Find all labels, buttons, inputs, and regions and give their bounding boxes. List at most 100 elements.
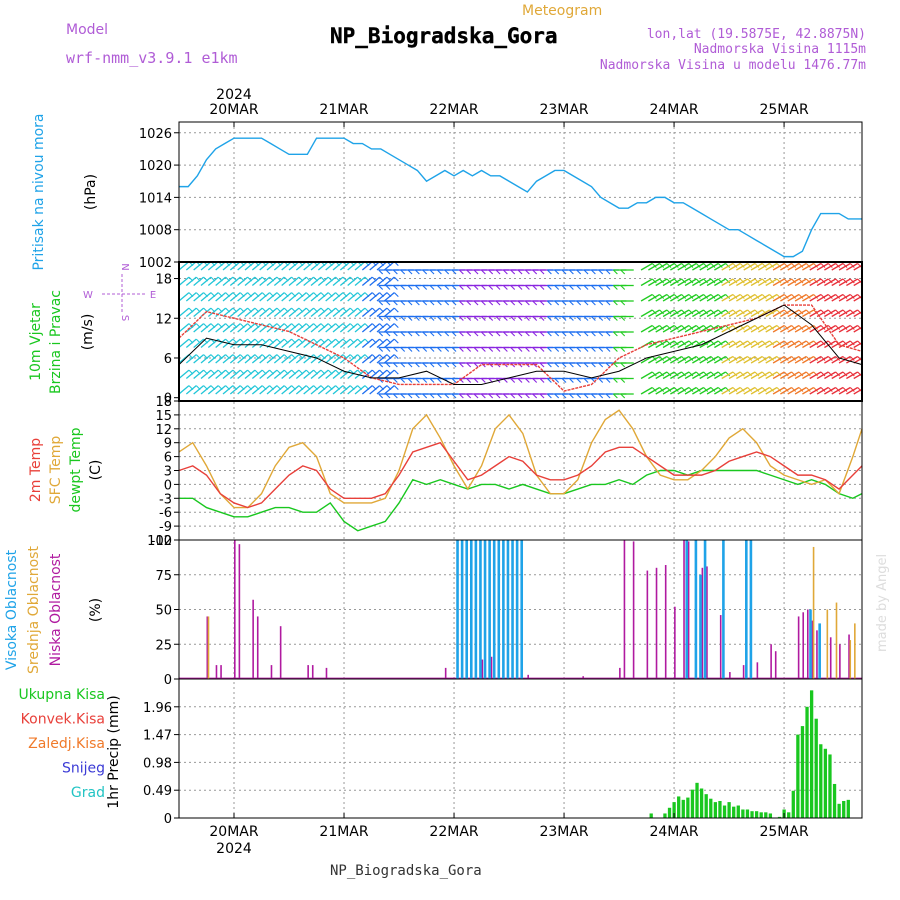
wind-barb xyxy=(831,262,844,271)
wind-barb-tick xyxy=(510,269,516,275)
wind-barb-tick xyxy=(651,294,657,299)
wind-barb-tick xyxy=(695,356,701,361)
wind-barb xyxy=(765,293,778,302)
wind-barb-tick xyxy=(510,378,516,383)
wind-barb-tick xyxy=(666,294,672,299)
wind-barb-tick xyxy=(576,347,582,352)
temp-line-sfc xyxy=(178,409,863,509)
wind-barb-tick xyxy=(783,278,789,284)
wind-barb xyxy=(831,386,844,395)
wind-barb-tick xyxy=(473,347,479,352)
wind-barb-tick xyxy=(681,371,687,377)
wind-barb-tick xyxy=(583,285,589,290)
wind-barb-tick xyxy=(546,347,552,352)
wind-barb xyxy=(347,369,359,379)
wind-barb xyxy=(317,323,329,333)
wind-barb-tick xyxy=(495,300,501,306)
wind-barb-tick xyxy=(659,371,665,377)
wind-barb-tick xyxy=(732,294,738,299)
wind-barb xyxy=(179,262,190,271)
wind-barb-tick xyxy=(688,263,694,268)
wind-barb xyxy=(736,324,748,333)
wind-barb-tick xyxy=(651,309,657,315)
wind-barb xyxy=(266,369,278,379)
wind-barb xyxy=(310,338,322,348)
wind-barb-tick xyxy=(532,285,538,290)
wind-barb xyxy=(765,309,778,318)
wind-barb xyxy=(765,324,778,333)
wind-barb-tick xyxy=(546,378,552,383)
wind-barb-tick xyxy=(769,371,775,377)
wind-barb xyxy=(339,262,351,271)
wind-barb xyxy=(758,371,770,380)
cloud-bar-low xyxy=(811,620,814,679)
wind-barb xyxy=(816,293,829,302)
wind-barb-tick xyxy=(495,393,501,399)
wind-barb xyxy=(758,278,770,287)
wind-barb xyxy=(207,323,219,333)
wind-barb-tick xyxy=(539,331,545,337)
wind-barb xyxy=(281,276,293,286)
wind-barb-tick xyxy=(703,356,709,361)
wind-barb-tick xyxy=(717,356,723,361)
wind-barb xyxy=(677,293,690,302)
precip-bar xyxy=(764,812,768,818)
cloud-bar-high xyxy=(502,540,505,679)
wind-barb-tick xyxy=(717,278,723,284)
wind-barb xyxy=(273,385,285,395)
precip-frame xyxy=(178,678,863,819)
wind-barb xyxy=(193,292,205,302)
wind-barb xyxy=(809,262,822,271)
wind-dir-n: N xyxy=(119,263,130,270)
cloud-bar-low xyxy=(490,656,493,679)
wind-barb-tick xyxy=(703,263,709,268)
precip-ytick-1: 0.49 xyxy=(143,784,172,799)
wind-barb-tick xyxy=(568,316,574,321)
wind-barb-tick xyxy=(510,347,516,352)
wind-barb-tick xyxy=(480,378,486,383)
wind-barb-tick xyxy=(517,285,523,290)
wind-barb-tick xyxy=(776,263,782,268)
wind-barb xyxy=(655,309,668,318)
wind-barb-tick xyxy=(451,300,457,306)
wind-barb-tick xyxy=(732,325,738,330)
temperature-ytick-6: 6 xyxy=(164,451,172,466)
wind-barb-tick xyxy=(747,340,753,346)
wind-barb-tick xyxy=(524,285,530,290)
wind-barb-tick xyxy=(754,387,760,392)
temperature-ytick-5: 3 xyxy=(164,465,172,480)
wind-barb-tick xyxy=(725,325,731,330)
wind-barb-tick xyxy=(488,347,494,352)
wind-barb xyxy=(295,307,307,317)
wind-barb xyxy=(758,355,770,364)
cloud-bar-low xyxy=(797,616,800,679)
wind-barb xyxy=(765,278,778,287)
wind-barb-tick xyxy=(827,356,833,361)
wind-barb-tick xyxy=(422,285,428,290)
wind-barb xyxy=(310,307,322,317)
wind-barb-tick xyxy=(754,278,760,284)
precip-bar xyxy=(727,802,731,818)
wind-barb-tick xyxy=(400,393,406,399)
wind-barb-tick xyxy=(385,347,391,352)
wind-barb-tick xyxy=(458,362,464,368)
wind-barb-tick xyxy=(842,309,848,315)
wind-barb-tick xyxy=(436,378,442,383)
wind-barb xyxy=(273,307,285,317)
wind-barb-tick xyxy=(791,278,797,284)
wind-barb-tick xyxy=(554,347,560,352)
wind-barb-tick xyxy=(576,285,582,290)
wind-barb xyxy=(185,292,197,302)
cloud-bar-low xyxy=(220,665,222,679)
wind-barb xyxy=(179,323,190,333)
top-day-label-1: 21MAR xyxy=(319,102,368,118)
wind-barb-tick xyxy=(414,378,420,383)
cloud-bar-low xyxy=(444,667,447,679)
cloud-ytick-1: 25 xyxy=(155,638,172,653)
wind-barb-tick xyxy=(392,362,398,368)
wind-barb xyxy=(728,278,741,287)
wind-barb-tick xyxy=(612,362,618,368)
wind-barb xyxy=(684,309,697,318)
wind-barb-tick xyxy=(783,387,789,392)
wind-barb xyxy=(288,354,300,364)
